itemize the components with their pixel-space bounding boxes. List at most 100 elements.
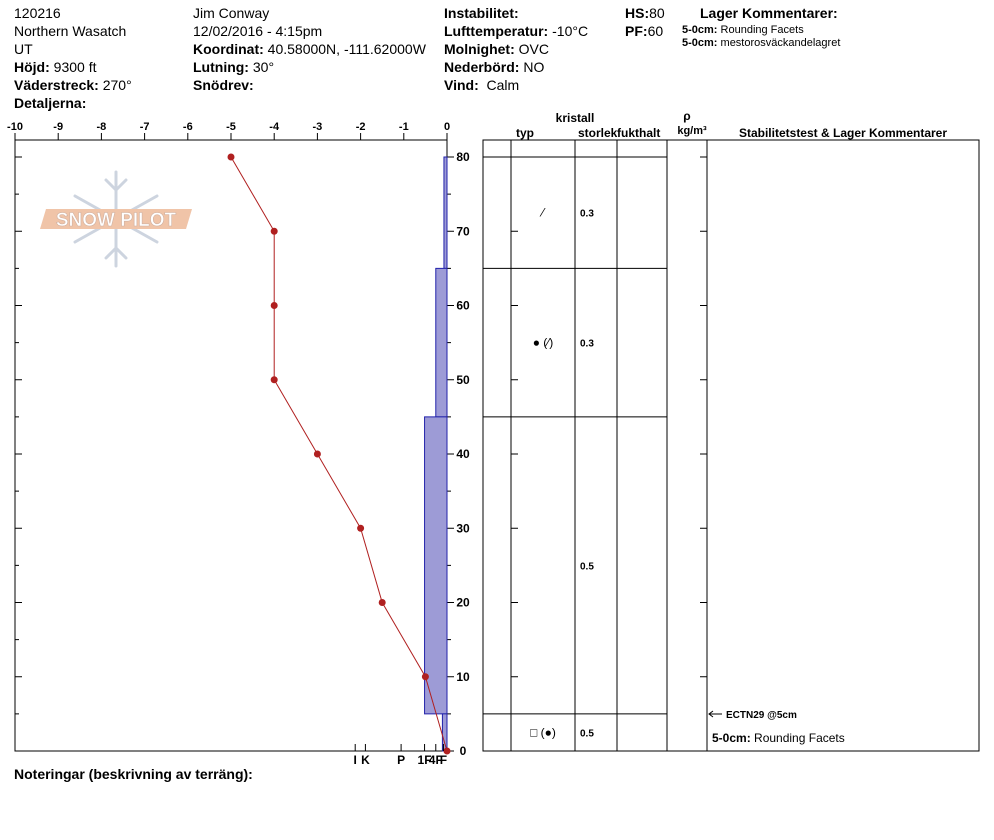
temp-tick-label: -2	[356, 121, 366, 133]
temperature-axis: -10 -9 -8 -7 -6 -5 -4 -3 -2 -1 0	[7, 121, 450, 140]
temp-tick-label: -7	[140, 121, 150, 133]
col-density-symbol: ρ	[683, 109, 690, 123]
crystal-size: 0.3	[580, 339, 594, 350]
hs-label: HS:	[625, 5, 650, 21]
test-result: ECTN29 @5cm	[726, 710, 797, 721]
crystal-type-icon: ⁄	[539, 206, 546, 220]
table-frame	[482, 139, 980, 752]
hardness-bars	[424, 156, 448, 752]
bottom-comment-text: Rounding Facets	[754, 731, 845, 745]
notes-label: Noteringar (beskrivning av terräng):	[14, 766, 253, 782]
sky: Molnighet: OVC	[444, 40, 549, 58]
sky-value: OVC	[518, 41, 549, 57]
air-temp: Lufttemperatur: -10°C	[444, 22, 588, 40]
slope: Lutning: 30°	[193, 58, 274, 76]
temperature-point	[227, 153, 235, 161]
hardness-bar	[424, 416, 448, 715]
hs: HS:80	[625, 4, 665, 22]
logo-text: SNOW PILOT	[56, 210, 177, 231]
temp-tick-label: -6	[183, 121, 193, 133]
layer-table: kristall typ storlek fukthalt ρ kg/m³ St…	[482, 109, 980, 752]
depth-tick-label: 50	[456, 373, 470, 387]
layer-comment-depth: 5-0cm:	[682, 24, 718, 36]
datetime: 12/02/2016 - 4:15pm	[193, 23, 323, 39]
hardness-tick-label: 1F	[418, 753, 432, 767]
depth-tick-label: 20	[456, 596, 470, 610]
slope-label: Lutning:	[193, 59, 249, 75]
snowpilot-logo: SNOW PILOT	[40, 170, 192, 268]
depth-axis: 0 10 20 30 40 50 60 70 80	[15, 150, 470, 758]
pf-label: PF:	[625, 23, 648, 39]
layer-comment-depth: 5-0cm:	[682, 37, 718, 49]
crystal-type-icon: □ (●)	[530, 725, 556, 739]
temperature-line	[230, 156, 448, 752]
temp-tick-label: -4	[269, 121, 280, 133]
temp-tick-label: -1	[399, 121, 409, 133]
air-temp-label: Lufttemperatur:	[444, 23, 549, 39]
temperature-point	[443, 747, 451, 755]
temperature-point	[270, 376, 278, 384]
coord-label: Koordinat:	[193, 41, 264, 57]
crystal-header: kristall	[556, 111, 595, 125]
aspect: Väderstreck: 270°	[14, 76, 132, 94]
col-moisture-header: fukthalt	[617, 126, 660, 140]
wind-loading-label: Snödrev:	[193, 77, 254, 93]
wind: Vind: Calm	[444, 76, 519, 94]
layer-comment-text: Rounding Facets	[720, 24, 804, 36]
details-label: Detaljerna:	[14, 95, 87, 111]
test-arrow-icon	[708, 710, 714, 718]
temperature-point	[270, 227, 278, 235]
aspect-value: 270°	[102, 77, 132, 93]
temp-tick-label: 0	[444, 121, 450, 133]
temp-tick-label: -10	[7, 121, 23, 133]
temp-tick-label: -5	[226, 121, 236, 133]
hardness-tick-label: P	[397, 753, 405, 767]
bottom-comment: 5-0cm: Rounding Facets	[712, 731, 845, 745]
instability-label: Instabilitet:	[444, 5, 519, 21]
bottom-comment-depth: 5-0cm:	[712, 731, 751, 745]
temp-tick-label: -3	[313, 121, 323, 133]
sky-label: Molnighet:	[444, 41, 515, 57]
layer-comment: 5-0cm: mestorosväckandelagret	[682, 37, 840, 50]
col-type-header: typ	[516, 126, 534, 140]
temp-tick-label: -8	[97, 121, 107, 133]
temperature-profile	[227, 153, 451, 755]
state: UT	[14, 41, 33, 57]
hardness-tick-label: K	[361, 753, 370, 767]
depth-tick-label: 0	[460, 744, 467, 758]
pf-value: 60	[647, 23, 664, 39]
depth-tick-label: 70	[456, 224, 470, 238]
temp-tick-label: -9	[53, 121, 63, 133]
precip-value: NO	[523, 59, 545, 75]
snowpit-id: 120216	[14, 5, 61, 21]
temperature-point	[421, 673, 429, 681]
coordinates: Koordinat: 40.58000N, -111.62000W	[193, 40, 426, 58]
slope-value: 30°	[252, 59, 275, 75]
depth-tick-label: 80	[456, 150, 470, 164]
coord-value: 40.58000N, -111.62000W	[267, 41, 426, 57]
observer: Jim Conway	[193, 5, 270, 21]
col-comments-header: Stabilitetstest & Lager Kommentarer	[739, 126, 947, 140]
pf: PF:60	[625, 22, 663, 40]
precip: Nederbörd: NO	[444, 58, 544, 76]
aspect-label: Väderstreck:	[14, 77, 99, 93]
crystal-type-icon: ● (⁄)	[533, 336, 554, 350]
depth-tick-label: 10	[456, 670, 470, 684]
depth-tick-label: 30	[456, 521, 470, 535]
elevation-label: Höjd:	[14, 59, 50, 75]
temperature-point	[378, 599, 386, 606]
hardness-tick-label: F	[440, 753, 447, 767]
region: Northern Wasatch	[14, 23, 127, 39]
crystal-size: 0.5	[580, 728, 594, 739]
depth-tick-label: 60	[456, 299, 470, 313]
hardness-tick-label: I	[354, 753, 357, 767]
elevation-value: 9300 ft	[53, 59, 97, 75]
elevation: Höjd: 9300 ft	[14, 58, 96, 76]
air-temp-value: -10°C	[552, 23, 589, 39]
profile-frame	[14, 139, 448, 752]
layer-comment-text: mestorosväckandelagret	[720, 37, 841, 49]
col-size-header: storlek	[578, 126, 618, 140]
wind-value: Calm	[486, 77, 520, 93]
temperature-point	[313, 450, 321, 458]
